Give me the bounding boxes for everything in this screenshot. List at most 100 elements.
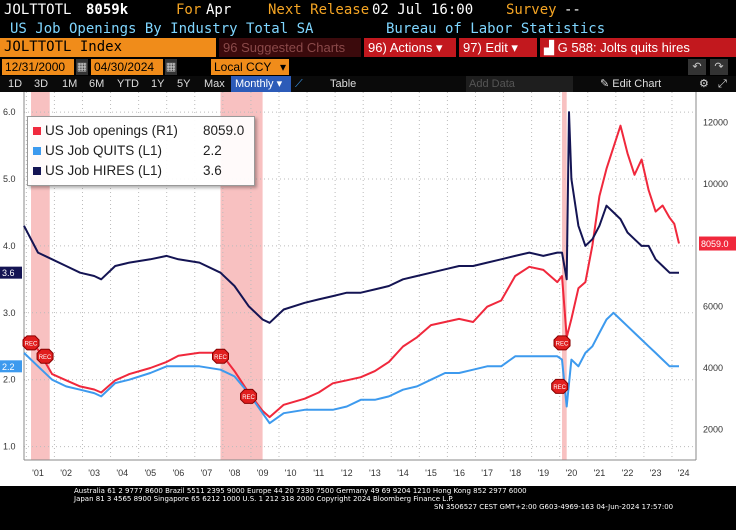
frequency-value: Monthly [235, 78, 274, 90]
chart-title-button[interactable]: ▟ G 588: Jolts quits hires [540, 38, 736, 57]
x-tick-label: '02 [60, 468, 72, 478]
x-tick-label: '15 [425, 468, 437, 478]
right-tick-label: 2000 [703, 424, 723, 434]
suggested-charts-button[interactable]: 96 Suggested Charts [219, 38, 361, 57]
calendar-icon[interactable]: ▦ [76, 59, 88, 75]
x-tick-label: '03 [88, 468, 100, 478]
edit-label: Edit [485, 40, 508, 55]
recession-marker-label: REC [214, 355, 227, 361]
period-tabs: 1D 3D 1M 6M YTD 1Y 5Y Max Monthly ▾ ⟋ Ta… [0, 76, 736, 92]
left-tick-label: 6.0 [3, 107, 16, 117]
recession-marker-label: REC [25, 341, 38, 347]
line-chart-icon[interactable]: ⟋ [295, 78, 303, 90]
ticker-value: 8059k [86, 2, 129, 18]
suggested-charts-icon: 96 [223, 40, 242, 55]
x-tick-label: '01 [32, 468, 44, 478]
legend-swatch-hires [33, 167, 41, 175]
x-tick-label: '19 [537, 468, 549, 478]
x-tick-label: '21 [594, 468, 606, 478]
right-tick-label: 12000 [703, 118, 728, 128]
ticker-label: JOLTTOTL [4, 2, 72, 18]
tab-1m[interactable]: 1M [62, 78, 78, 90]
footer-contacts-line2: Japan 81 3 4565 8900 Singapore 65 6212 1… [74, 495, 454, 503]
recession-marker-label: REC [553, 385, 566, 391]
left-tick-label: 2.0 [3, 375, 16, 385]
x-tick-label: '23 [650, 468, 662, 478]
currency-select[interactable]: Local CCY ▾ [211, 59, 289, 75]
right-tick-label: 6000 [703, 302, 723, 312]
recession-marker [240, 388, 258, 404]
recession-marker [36, 348, 54, 364]
chevron-down-icon: ▾ [432, 40, 443, 55]
tab-3d[interactable]: 3D [34, 78, 49, 90]
calendar-icon[interactable]: ▦ [165, 59, 177, 75]
frequency-select[interactable]: Monthly ▾ [231, 76, 291, 92]
legend-item-openings: US Job openings (R1) 8059.0 [33, 123, 244, 138]
end-date-field[interactable]: 04/30/2024 [91, 59, 163, 75]
recession-band [562, 92, 567, 460]
legend-value-quits: 2.2 [203, 143, 222, 158]
survey-value: -- [564, 2, 581, 18]
left-value-marker-label: 2.2 [2, 362, 15, 372]
expand-icon[interactable]: ⤢ [718, 78, 727, 90]
x-tick-label: '08 [229, 468, 241, 478]
x-tick-label: '16 [453, 468, 465, 478]
series-description: US Job Openings By Industry Total SA [10, 21, 314, 37]
left-value-marker-label: 3.6 [2, 268, 15, 278]
data-source: Bureau of Labor Statistics [386, 21, 606, 37]
redo-icon[interactable]: ↷ [710, 59, 728, 75]
x-tick-label: '18 [509, 468, 521, 478]
edit-number-icon: 97) [463, 40, 486, 55]
tab-5y[interactable]: 5Y [177, 78, 191, 90]
tab-ytd[interactable]: YTD [117, 78, 139, 90]
x-tick-label: '12 [341, 468, 353, 478]
next-release-label: Next Release [268, 2, 370, 18]
tab-1d[interactable]: 1D [8, 78, 23, 90]
right-value-marker [699, 236, 736, 251]
x-tick-label: '24 [678, 468, 690, 478]
date-controls: 12/31/2000 ▦ 04/30/2024 ▦ Local CCY ▾ ↶ ↷ [0, 58, 736, 76]
legend-label-hires: US Job HIRES (L1) [45, 163, 163, 178]
x-tick-label: '17 [481, 468, 493, 478]
recession-marker-label: REC [39, 355, 52, 361]
series-line [23, 124, 680, 419]
x-tick-label: '20 [566, 468, 578, 478]
add-data-input[interactable]: Add Data [466, 76, 573, 92]
x-tick-label: '04 [116, 468, 128, 478]
footer-contacts-line1: Australia 61 2 9777 8600 Brazil 5511 239… [74, 487, 527, 495]
x-tick-label: '09 [257, 468, 269, 478]
title-bar: JOLTTOTL 8059k For Apr Next Release 02 J… [0, 0, 736, 20]
undo-icon[interactable]: ↶ [688, 59, 706, 75]
series-line [23, 111, 679, 324]
legend-value-openings: 8059.0 [203, 123, 245, 138]
start-date-field[interactable]: 12/31/2000 [2, 59, 74, 75]
legend-item-quits: US Job QUITS (L1) 2.2 [33, 143, 222, 158]
table-tab[interactable]: Table [330, 78, 357, 90]
left-tick-label: 4.0 [3, 241, 16, 251]
chevron-down-icon: ▾ [507, 40, 518, 55]
next-release-value: 02 Jul 16:00 [372, 2, 474, 18]
x-tick-label: '22 [622, 468, 634, 478]
x-tick-label: '05 [144, 468, 156, 478]
footer: Australia 61 2 9777 8600 Brazil 5511 239… [0, 486, 736, 530]
for-label: For [176, 2, 202, 18]
actions-button[interactable]: 96) Actions ▾ [364, 38, 456, 57]
recession-marker-label: REC [242, 395, 255, 401]
legend-swatch-quits [33, 147, 41, 155]
chart-icon: ▟ [544, 40, 558, 55]
edit-button[interactable]: 97) Edit ▾ [459, 38, 537, 57]
edit-chart-button[interactable]: ✎ Edit Chart [600, 76, 661, 92]
tab-1y[interactable]: 1Y [151, 78, 165, 90]
x-tick-label: '13 [369, 468, 381, 478]
security-field[interactable]: JOLTTOTL Index [0, 38, 216, 57]
x-tick-label: '06 [173, 468, 185, 478]
suggested-charts-label: Suggested Charts [241, 40, 346, 55]
tab-6m[interactable]: 6M [89, 78, 105, 90]
settings-icon[interactable]: ⚙ [699, 78, 709, 90]
chart-area: 1.02.03.04.05.06.02000400060008000100001… [0, 92, 736, 486]
currency-value: Local CCY [214, 60, 272, 74]
left-value-marker [0, 360, 22, 373]
tab-max[interactable]: Max [204, 78, 225, 90]
chevron-down-icon: ▾ [279, 60, 286, 74]
pencil-icon: ✎ [600, 78, 613, 90]
